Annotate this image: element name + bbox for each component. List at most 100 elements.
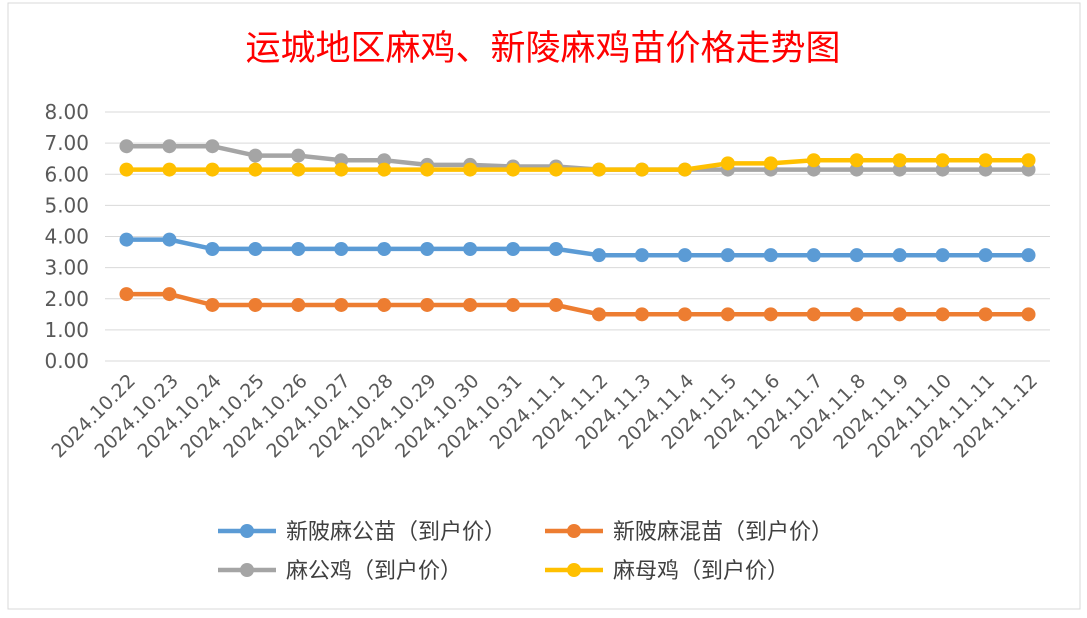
data-point xyxy=(978,248,993,263)
data-point xyxy=(162,287,177,302)
y-tick-label: 4.00 xyxy=(44,225,89,249)
data-point xyxy=(506,162,521,177)
legend-item[interactable]: 麻公鸡（到户价） xyxy=(218,559,462,584)
data-point xyxy=(420,162,435,177)
data-point xyxy=(1021,307,1036,322)
data-point xyxy=(377,162,392,177)
data-point xyxy=(720,248,735,263)
data-point xyxy=(634,307,649,322)
data-point xyxy=(506,297,521,312)
chart-title: 运城地区麻鸡、新陵麻鸡苗价格走势图 xyxy=(245,29,840,69)
legend: 新陂麻公苗（到户价） 新陂麻混苗（到户价） 麻公鸡（到户价） 麻母鸡（到户价） xyxy=(218,520,833,584)
data-point xyxy=(549,297,564,312)
data-point xyxy=(978,307,993,322)
data-point xyxy=(677,248,692,263)
data-point xyxy=(763,248,778,263)
data-point xyxy=(506,241,521,256)
data-point xyxy=(806,307,821,322)
data-point xyxy=(1021,248,1036,263)
y-tick-label: 0.00 xyxy=(44,349,89,373)
chart-border xyxy=(7,2,1081,610)
data-point xyxy=(720,156,735,171)
data-point xyxy=(205,241,220,256)
data-point xyxy=(806,153,821,168)
data-point xyxy=(935,248,950,263)
y-tick-label: 8.00 xyxy=(44,100,89,124)
data-point xyxy=(162,139,177,154)
data-point xyxy=(849,153,864,168)
data-point xyxy=(763,156,778,171)
y-tick-label: 3.00 xyxy=(44,256,89,280)
data-point xyxy=(935,307,950,322)
data-point xyxy=(205,139,220,154)
legend-swatch-marker xyxy=(240,563,254,577)
series-group xyxy=(119,139,1036,322)
data-point xyxy=(377,297,392,312)
data-point xyxy=(119,162,134,177)
data-point xyxy=(892,248,907,263)
data-point xyxy=(119,232,134,247)
data-point xyxy=(291,297,306,312)
data-point xyxy=(291,148,306,163)
data-point xyxy=(248,241,263,256)
series-4 xyxy=(119,153,1036,177)
legend-item[interactable]: 麻母鸡（到户价） xyxy=(545,559,789,584)
data-point xyxy=(849,307,864,322)
y-tick-label: 6.00 xyxy=(44,162,89,186)
series-line xyxy=(124,157,1031,172)
data-point xyxy=(806,248,821,263)
data-point xyxy=(463,297,478,312)
legend-label: 新陂麻混苗（到户价） xyxy=(613,520,833,545)
data-point xyxy=(763,307,778,322)
series-line xyxy=(124,237,1031,258)
data-point xyxy=(677,307,692,322)
data-point xyxy=(205,297,220,312)
data-point xyxy=(591,248,606,263)
legend-swatch-marker xyxy=(240,524,254,538)
data-point xyxy=(334,162,349,177)
data-point xyxy=(892,153,907,168)
data-point xyxy=(248,148,263,163)
data-point xyxy=(1021,153,1036,168)
data-point xyxy=(334,241,349,256)
data-point xyxy=(720,307,735,322)
legend-item[interactable]: 新陂麻公苗（到户价） xyxy=(218,520,506,545)
series-2 xyxy=(119,287,1036,322)
data-point xyxy=(549,241,564,256)
legend-swatch-marker xyxy=(567,563,581,577)
data-point xyxy=(549,162,564,177)
data-point xyxy=(291,241,306,256)
data-point xyxy=(248,297,263,312)
data-point xyxy=(463,162,478,177)
legend-item[interactable]: 新陂麻混苗（到户价） xyxy=(545,520,833,545)
legend-swatch-marker xyxy=(567,524,581,538)
data-point xyxy=(634,248,649,263)
data-point xyxy=(119,287,134,302)
legend-label: 新陂麻公苗（到户价） xyxy=(286,520,506,545)
legend-label: 麻公鸡（到户价） xyxy=(286,559,462,584)
data-point xyxy=(162,162,177,177)
data-point xyxy=(634,162,649,177)
data-point xyxy=(377,241,392,256)
y-axis: 0.00 1.00 2.00 3.00 4.00 5.00 6.00 7.00 8.00 xyxy=(44,100,89,373)
legend-label: 麻母鸡（到户价） xyxy=(613,559,789,584)
data-point xyxy=(420,241,435,256)
series-line xyxy=(124,291,1031,317)
data-point xyxy=(935,153,950,168)
data-point xyxy=(291,162,306,177)
data-point xyxy=(119,139,134,154)
data-point xyxy=(892,307,907,322)
data-point xyxy=(849,248,864,263)
data-point xyxy=(162,232,177,247)
data-point xyxy=(463,241,478,256)
gridlines xyxy=(105,111,1050,362)
data-point xyxy=(591,162,606,177)
series-1 xyxy=(119,232,1036,263)
y-tick-label: 1.00 xyxy=(44,318,89,342)
data-point xyxy=(205,162,220,177)
data-point xyxy=(978,153,993,168)
data-point xyxy=(591,307,606,322)
y-tick-label: 7.00 xyxy=(44,131,89,155)
